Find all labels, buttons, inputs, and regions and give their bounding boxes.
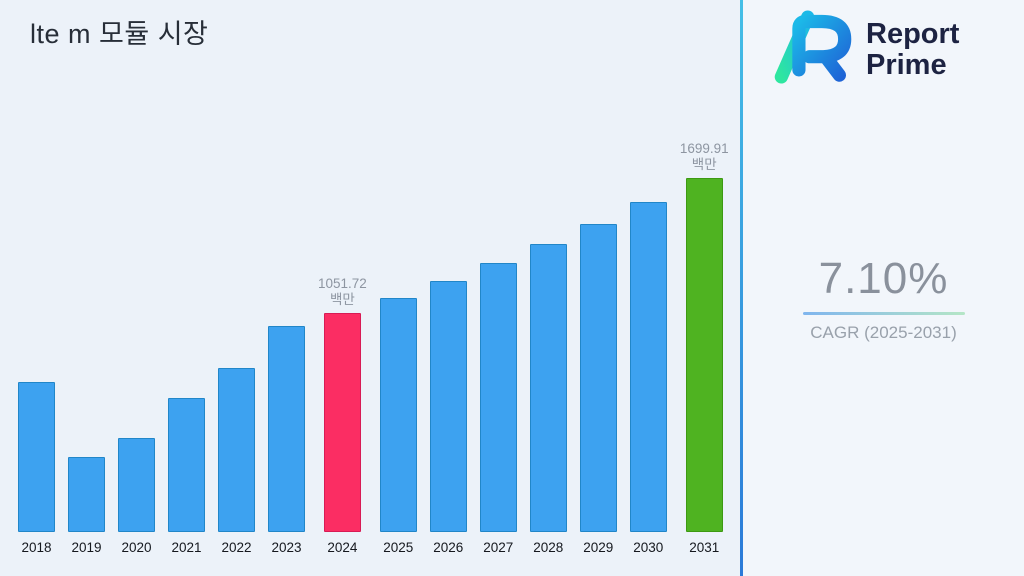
bar-2020: [118, 438, 155, 532]
x-axis-label-2025: 2025: [383, 540, 414, 555]
x-axis-label-2027: 2027: [483, 540, 514, 555]
bar-annotation-2031: 1699.91 백만: [680, 141, 729, 173]
cagr-underline: [802, 312, 965, 315]
bar-column-2018: 2018: [18, 382, 55, 556]
bar-2029: [579, 224, 617, 532]
bar-column-2019: 2019: [68, 457, 105, 556]
annotation-value: 1699.91: [679, 141, 729, 157]
bar-2025: [379, 298, 417, 532]
cagr-label: CAGR (2025-2031): [810, 323, 957, 342]
brand-name-line1: Report: [866, 18, 960, 51]
report-prime-logo-icon: [769, 10, 857, 89]
cagr-value: 7.10%: [818, 254, 949, 303]
bar-column-2021: 2021: [168, 398, 205, 556]
bar-annotation-2024: 1051.72 백만: [318, 276, 367, 308]
x-axis-label-2019: 2019: [71, 540, 102, 555]
bar-column-2027: 2027: [479, 263, 517, 556]
x-axis-label-2020: 2020: [121, 540, 152, 555]
bar-column-2026: 2026: [429, 281, 467, 556]
bar-2018: [18, 382, 55, 532]
bar-column-2024: 1051.72 백만 2024: [318, 276, 367, 556]
x-axis-label-2030: 2030: [633, 540, 664, 555]
bar-2024: [323, 313, 361, 532]
annotation-unit: 백만: [691, 157, 717, 173]
brand-name: Report Prime: [866, 19, 959, 80]
brand-logo: Report Prime: [769, 10, 959, 89]
bar-column-2023: 2023: [268, 326, 305, 556]
bar-column-2020: 2020: [118, 438, 155, 556]
brand-name-line2: Prime: [866, 48, 947, 81]
bar-2027: [479, 263, 517, 532]
bar-2022: [218, 368, 255, 532]
bar-2026: [429, 281, 467, 532]
bar-2023: [268, 326, 305, 532]
annotation-unit: 백만: [329, 292, 355, 308]
bar-column-2025: 2025: [379, 298, 417, 556]
bar-2021: [168, 398, 205, 532]
bar-column-2030: 2030: [629, 202, 667, 556]
x-axis-label-2021: 2021: [171, 540, 202, 555]
x-axis-label-2028: 2028: [533, 540, 564, 555]
bar-chart-plot-area: 2018 2019 2020 2021 2022 2023 1051.72 백만 2024 202…: [18, 141, 729, 556]
x-axis-label-2031: 2031: [689, 540, 720, 555]
x-axis-label-2026: 2026: [433, 540, 464, 555]
right-panel: Report Prime 7.10% CAGR (2025-2031): [743, 0, 1024, 576]
x-axis-label-2018: 2018: [21, 540, 52, 555]
x-axis-label-2024: 2024: [327, 540, 358, 555]
x-axis-label-2022: 2022: [221, 540, 252, 555]
cagr-block: 7.10% CAGR (2025-2031): [743, 254, 1024, 343]
bar-2028: [529, 244, 567, 532]
x-axis-label-2029: 2029: [583, 540, 614, 555]
bar-column-2028: 2028: [529, 244, 567, 556]
bar-column-2022: 2022: [218, 368, 255, 556]
bar-2031: [685, 178, 723, 532]
bar-column-2031: 1699.91 백만 2031: [680, 141, 729, 556]
vertical-divider: [740, 0, 743, 576]
annotation-value: 1051.72: [318, 276, 367, 292]
page-title: lte m 모듈 시장: [30, 19, 209, 49]
bar-column-2029: 2029: [579, 224, 617, 556]
bar-2019: [68, 457, 105, 532]
bar-2030: [629, 202, 667, 532]
x-axis-label-2023: 2023: [271, 540, 302, 555]
